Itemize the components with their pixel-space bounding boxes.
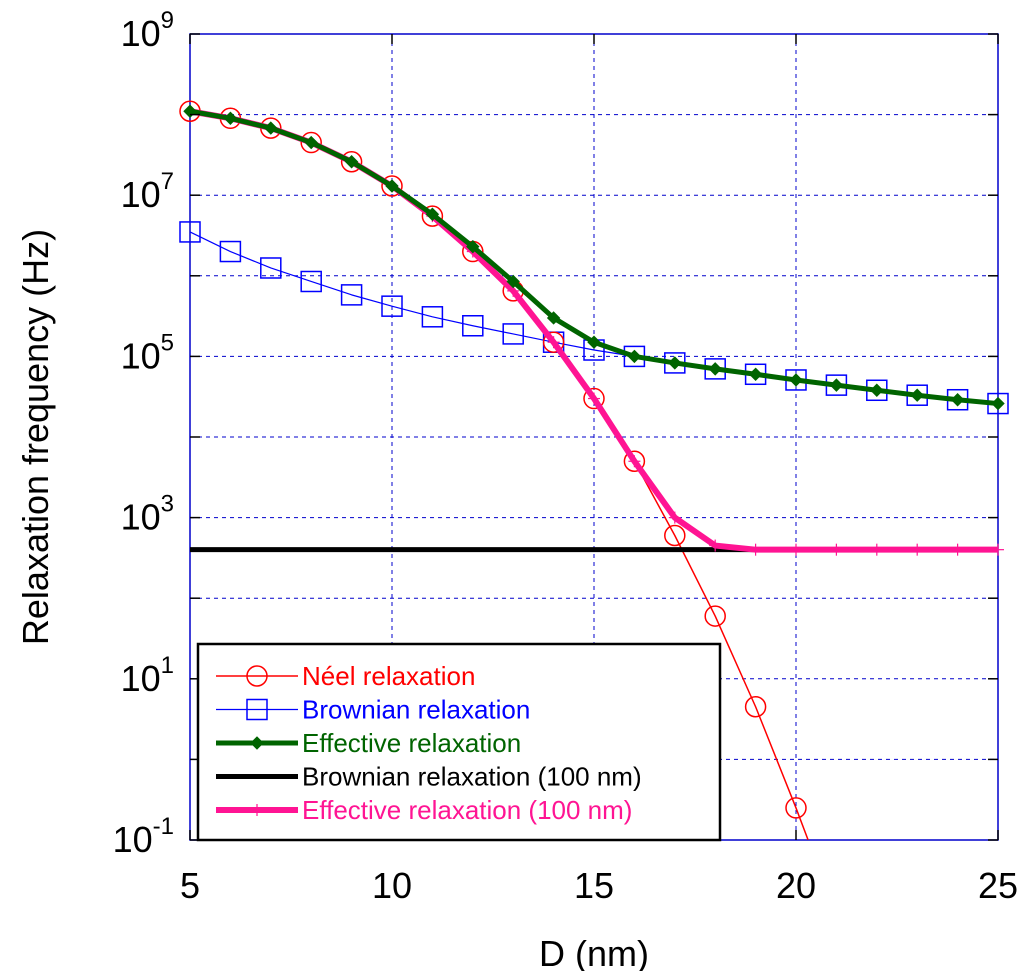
data-point-square [381,295,403,317]
data-point-diamond [748,367,763,381]
y-tick-label: 103 [121,491,174,538]
y-axis-title: Relaxation frequency (Hz) [15,229,56,645]
data-point-square [246,698,268,721]
data-point-plus [668,511,681,524]
data-point-diamond [546,311,561,325]
data-point-diamond [789,373,803,387]
data-point-circle [381,175,403,197]
data-point-diamond [950,393,965,407]
y-tick-label: 101 [121,652,174,699]
data-point-diamond [708,362,722,376]
data-point-plus [870,543,883,556]
data-point-plus [709,539,722,552]
data-point-plus [911,543,924,556]
legend-item: Brownian relaxation [216,695,530,725]
data-point-diamond [870,383,884,397]
data-point-diamond [991,396,1005,411]
x-tick-label: 5 [180,865,200,906]
data-point-diamond [587,335,601,349]
data-point-diamond [466,239,480,254]
data-point-diamond [304,135,318,150]
data-point-plus [951,543,964,556]
data-point-square [300,270,322,293]
data-point-plus [547,336,560,349]
data-point-square [260,257,282,279]
x-tick-label: 10 [372,865,412,906]
legend-item: Néel relaxation [216,661,475,691]
data-point-circle [744,696,767,718]
x-axis-title: D (nm) [539,933,649,971]
legend-item: Brownian relaxation (100 nm) [216,762,642,792]
legend-label: Néel relaxation [302,661,475,691]
data-point-circle [704,605,726,627]
legend-label: Effective relaxation (100 nm) [302,795,632,825]
y-tick-label: 107 [121,168,174,215]
series-effective-relaxation [183,104,1005,411]
data-point-diamond [829,378,844,392]
data-point-plus [992,543,1004,556]
data-point-square [340,284,363,306]
data-point-circle [583,387,605,410]
data-point-square [179,221,201,243]
data-point-circle [340,151,363,173]
y-tick-label: 109 [121,7,174,54]
data-point-circle [542,331,565,353]
data-point-diamond [344,155,359,169]
legend-label: Effective relaxation [302,728,521,758]
data-point-circle [421,205,444,227]
legend-item: Effective relaxation [216,728,521,758]
data-point-plus [251,804,263,816]
data-point-diamond [250,736,264,750]
axis-ticks: 5 10 15 20 25 109 107 105 103 101 10-1 [113,7,1018,906]
data-point-circle [300,131,322,154]
data-point-diamond [627,349,642,364]
data-point-diamond [506,274,520,289]
legend-label: Brownian relaxation [302,695,530,725]
data-point-circle [664,524,686,547]
data-point-diamond [385,179,399,193]
x-tick-label: 15 [574,865,614,906]
data-point-plus [749,543,762,556]
data-point-diamond [264,121,278,135]
x-tick-label: 20 [776,865,816,906]
data-point-square [219,240,242,263]
data-point-plus [588,392,600,405]
data-point-plus [830,543,843,556]
data-point-circle [785,797,807,819]
x-tick-label: 25 [978,865,1018,906]
data-point-square [462,315,484,337]
data-point-diamond [910,388,924,402]
data-point-diamond [668,356,682,370]
series-layer [179,100,1009,840]
y-tick-label: 10-1 [113,813,174,860]
data-point-plus [790,543,802,556]
data-point-plus [628,455,641,468]
y-tick-label: 105 [121,329,174,376]
data-point-circle [623,450,646,473]
data-point-diamond [425,207,440,221]
data-point-circle [246,665,268,687]
data-point-diamond [223,111,238,125]
legend-label: Brownian relaxation (100 nm) [302,762,642,792]
data-point-square [502,323,524,345]
data-point-square [421,306,444,328]
legend-item: Effective relaxation (100 nm) [216,795,632,825]
